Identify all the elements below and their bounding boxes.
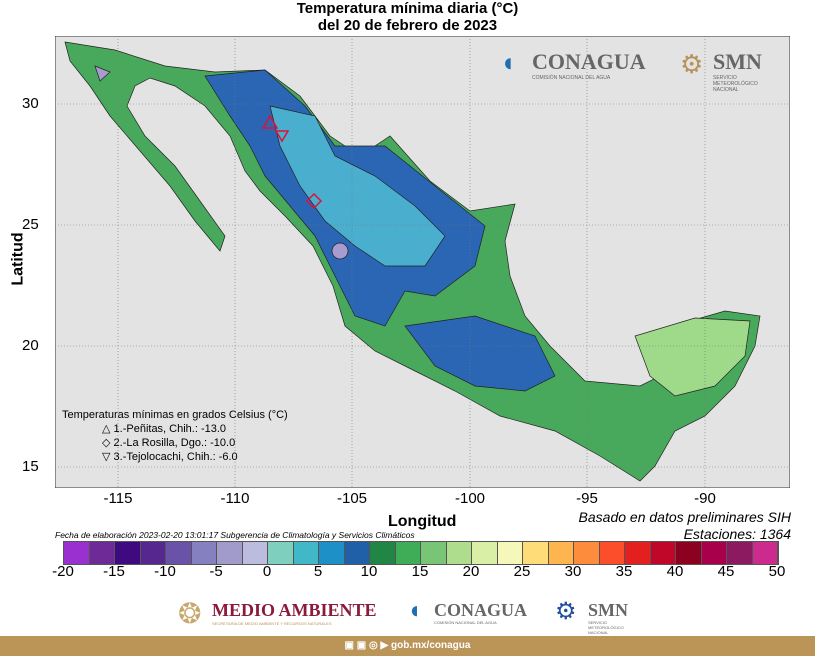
smn-footer-logo: SMN <box>588 600 628 620</box>
legend-item: ▽ 3.-Tejolocachi, Chih.: -6.0 <box>102 451 238 463</box>
mexico-land <box>64 41 761 482</box>
medio-ambiente-sub: SECRETARÍA DE MEDIO AMBIENTE Y RECURSOS … <box>212 621 332 626</box>
mexico-seal-icon: ❂ <box>178 598 202 629</box>
colorbar-swatch <box>446 542 472 564</box>
colorbar-swatch <box>472 542 498 564</box>
creation-note: Fecha de elaboración 2023-02-20 13:01:17… <box>55 530 415 540</box>
colorbar-swatch <box>140 542 166 564</box>
colorbar-label: -5 <box>209 563 223 580</box>
temperature-map <box>55 36 790 488</box>
colorbar-swatch <box>752 542 778 564</box>
triangle-up-marker <box>261 114 279 129</box>
x-tick: -100 <box>454 490 486 507</box>
x-tick: -115 <box>103 490 133 507</box>
colorbar-swatch <box>497 542 523 564</box>
colorbar-label: 50 <box>768 563 786 580</box>
y-tick: 15 <box>22 458 39 475</box>
gridlines <box>55 36 790 488</box>
smn-sub: SERVICIO METEOROLÓGICO NACIONAL <box>713 75 758 93</box>
colorbar-swatch <box>650 542 676 564</box>
smn-logo: SMN <box>713 49 762 74</box>
colorbar-label: 10 <box>360 563 378 580</box>
colorbar-swatch <box>599 542 625 564</box>
colorbar-label: 40 <box>666 563 684 580</box>
colorbar-swatch <box>217 542 243 564</box>
colorbar-label: 0 <box>262 563 272 580</box>
footer-logos: ❂ MEDIO AMBIENTE SECRETARÍA DE MEDIO AMB… <box>0 595 815 635</box>
title-line2: del 20 de febrero de 2023 <box>317 17 498 34</box>
colorbar-swatch <box>395 542 421 564</box>
station-markers <box>261 114 323 210</box>
header-logos: ◖ CONAGUA COMISIÓN NACIONAL DEL AGUA ⚙ S… <box>500 45 785 95</box>
colorbar-swatch <box>548 542 574 564</box>
colorbar-swatch <box>370 542 396 564</box>
colorbar-label: 5 <box>313 563 323 580</box>
title-line1: Temperatura mínima diaria (°C) <box>296 0 519 17</box>
y-tick: 20 <box>22 337 39 354</box>
colorbar-swatch <box>625 542 651 564</box>
map-title: Temperatura mínima diaria (°C) del 20 de… <box>0 0 815 34</box>
x-tick: -95 <box>576 490 598 507</box>
colorbar-swatch <box>268 542 294 564</box>
colorbar-label: 20 <box>462 563 480 580</box>
colorbar-swatch <box>89 542 115 564</box>
colorbar-label: 35 <box>615 563 633 580</box>
colorbar-swatch <box>676 542 702 564</box>
y-axis-label: Latitud <box>9 232 27 286</box>
colorbar-label: -10 <box>154 563 176 580</box>
colorbar-swatch <box>166 542 192 564</box>
conagua-footer-sub: COMISIÓN NACIONAL DEL AGUA <box>434 620 497 625</box>
conagua-footer-logo: CONAGUA <box>434 600 527 620</box>
colorbar <box>63 541 779 565</box>
colorbar-swatch <box>523 542 549 564</box>
colorbar-label: 15 <box>411 563 429 580</box>
colorbar-label: -15 <box>103 563 125 580</box>
social-icons[interactable]: ▣ ▣ ◎ ▶ <box>344 640 389 651</box>
x-tick: -105 <box>336 490 368 507</box>
conagua-icon: ◖ <box>407 597 422 624</box>
colorbar-swatch <box>115 542 141 564</box>
legend-item: ◇ 2.-La Rosilla, Dgo.: -10.0 <box>102 437 236 449</box>
x-tick: -90 <box>694 490 716 507</box>
smn-footer-sub: SERVICIO METEOROLÓGICO NACIONAL <box>588 620 624 635</box>
colorbar-swatch <box>344 542 370 564</box>
colorbar-swatch <box>242 542 268 564</box>
colorbar-label: 30 <box>564 563 582 580</box>
colorbar-label: -20 <box>52 563 74 580</box>
colorbar-label: 25 <box>513 563 531 580</box>
colorbar-swatch <box>319 542 345 564</box>
diamond-marker <box>305 192 323 210</box>
colorbar-swatch <box>64 542 90 564</box>
y-tick: 30 <box>22 95 39 112</box>
smn-icon: ⚙ <box>680 49 704 79</box>
triangle-down-marker <box>274 130 290 143</box>
colorbar-swatch <box>191 542 217 564</box>
colorbar-swatch <box>574 542 600 564</box>
colorbar-label: 45 <box>717 563 735 580</box>
colorbar-swatch <box>701 542 727 564</box>
source-note: Basado en datos preliminares SIH <box>578 509 791 525</box>
legend-title: Temperaturas mínimas en grados Celsius (… <box>62 409 288 421</box>
conagua-icon: ◖ <box>500 47 516 77</box>
map-legend: Temperaturas mínimas en grados Celsius (… <box>62 408 288 464</box>
legend-item: △ 1.-Peñitas, Chih.: -13.0 <box>102 423 227 435</box>
conagua-sub: COMISIÓN NACIONAL DEL AGUA <box>532 75 611 81</box>
smn-icon: ⚙ <box>555 598 577 625</box>
colorbar-swatch <box>727 542 753 564</box>
x-axis-label: Longitud <box>388 513 457 530</box>
colorbar-swatch <box>421 542 447 564</box>
footer-link[interactable]: gob.mx/conagua <box>390 640 471 651</box>
footer-bar: ▣ ▣ ◎ ▶ gob.mx/conagua <box>0 636 815 656</box>
medio-ambiente-logo: MEDIO AMBIENTE <box>212 600 377 620</box>
colorbar-swatch <box>293 542 319 564</box>
y-tick: 25 <box>22 216 39 233</box>
x-tick: -110 <box>220 490 250 507</box>
conagua-logo: CONAGUA <box>532 49 646 74</box>
stations-count: Estaciones: 1364 <box>683 526 791 542</box>
